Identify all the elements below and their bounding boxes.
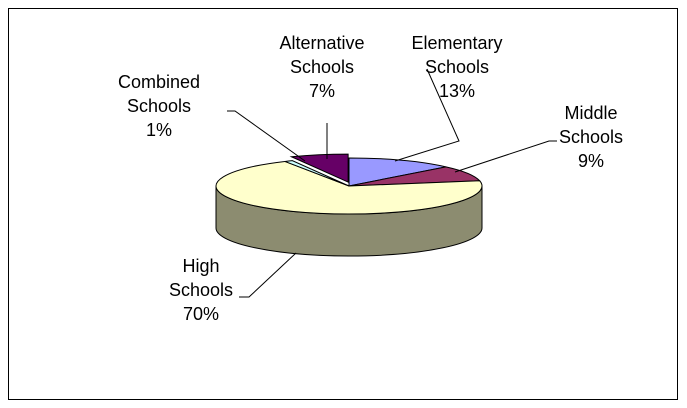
slice-name-middle-schools: Schools <box>559 127 623 147</box>
pie-slices <box>215 153 483 215</box>
slice-label-high-schools: High Schools 70% <box>169 256 233 324</box>
leader-line-elementary-schools <box>394 68 460 162</box>
slice-percent-elementary-schools: 13% <box>439 81 475 101</box>
slice-name-elementary-schools: Elementary <box>411 33 502 53</box>
pie-slice-high-schools <box>215 160 483 215</box>
slice-label-combined-schools: Combined Schools 1% <box>118 72 200 140</box>
pie-slice-combined-schools <box>284 160 350 187</box>
slice-name-elementary-schools: Schools <box>425 57 489 77</box>
slice-name-combined-schools: Combined <box>118 72 200 92</box>
leader-line-high-schools <box>239 252 297 298</box>
slice-percent-high-schools: 70% <box>183 304 219 324</box>
slice-name-combined-schools: Schools <box>127 96 191 116</box>
slice-name-alternative-schools: Alternative <box>279 33 364 53</box>
slice-name-alternative-schools: Schools <box>290 57 354 77</box>
leader-line-combined-schools <box>227 110 306 162</box>
pie-slice-alternative-schools <box>289 153 349 183</box>
slice-percent-combined-schools: 1% <box>146 120 172 140</box>
pie-slice-elementary-schools <box>348 157 447 187</box>
slice-label-alternative-schools: Alternative Schools 7% <box>279 33 364 101</box>
slice-label-elementary-schools: Elementary Schools 13% <box>411 33 502 101</box>
leader-lines <box>227 68 557 298</box>
slice-percent-middle-schools: 9% <box>578 151 604 171</box>
chart-area: Elementary Schools 13% Middle Schools 9% High S… <box>8 8 678 400</box>
pie-chart: Elementary Schools 13% Middle Schools 9% High S… <box>118 33 623 324</box>
slice-name-high-schools: Schools <box>169 280 233 300</box>
slice-label-middle-schools: Middle Schools 9% <box>559 103 623 171</box>
slice-name-middle-schools: Middle <box>564 103 617 123</box>
leader-line-middle-schools <box>454 140 557 173</box>
slice-name-high-schools: High <box>182 256 219 276</box>
slice-labels: Elementary Schools 13% Middle Schools 9% High S… <box>118 33 623 324</box>
slice-percent-alternative-schools: 7% <box>309 81 335 101</box>
